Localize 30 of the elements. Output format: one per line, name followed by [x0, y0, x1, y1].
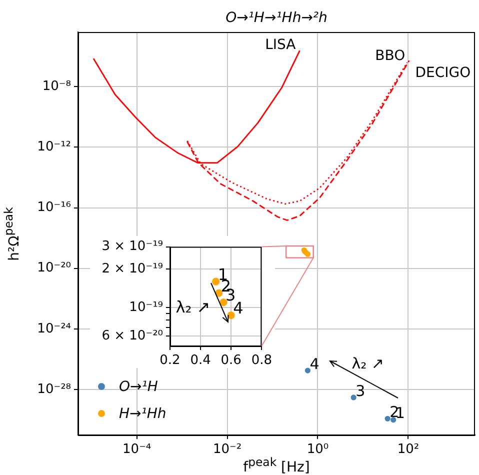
x-axis-title: f$^{peak}$ [Hz] [243, 455, 310, 475]
annotation: 4 [310, 354, 320, 373]
x-tick-label: 0.6 [220, 353, 242, 368]
y-tick-label: 10⁻⁸ [42, 78, 71, 94]
x-tick-label: 10² [397, 442, 420, 458]
y-tick-label: 10⁻²⁰ [37, 260, 71, 276]
y-tick-label: 6 × 10⁻²⁰ [102, 328, 163, 344]
y-tick-label: 10⁻¹⁹ [129, 300, 163, 315]
legend-label: H→¹Hh [119, 406, 166, 422]
x-tick-label: 0.8 [251, 353, 272, 368]
y-tick-label: 10⁻¹² [37, 140, 71, 155]
annotation: 3 [356, 382, 366, 400]
y-tick-label: 10⁻¹⁶ [37, 200, 71, 216]
x-tick-label: 10⁻⁴ [122, 442, 152, 458]
annotation: 4 [233, 298, 244, 318]
series-label: BBO [375, 48, 406, 64]
annotation: λ₂ ↗ [176, 297, 210, 316]
y-tick-label: 10⁻²⁸ [37, 382, 71, 397]
x-tick-label: 0.2 [160, 353, 180, 368]
y-tick-label: 2 × 10⁻¹⁹ [102, 262, 163, 277]
x-tick-label: 10⁻² [212, 442, 242, 458]
y-tick-label: 10⁻²⁴ [37, 321, 71, 336]
x-tick-label: 0.4 [190, 353, 211, 368]
chart-title: O→¹H→¹Hh→²h [226, 10, 328, 26]
annotation: λ₂ ↗ [352, 354, 384, 372]
x-tick-label: 10⁰ [306, 442, 329, 458]
legend-label: O→¹H [119, 378, 158, 394]
y-tick-label: 3 × 10⁻¹⁹ [102, 239, 163, 254]
series-label: DECIGO [415, 65, 471, 82]
series-label: LISA [265, 37, 296, 54]
